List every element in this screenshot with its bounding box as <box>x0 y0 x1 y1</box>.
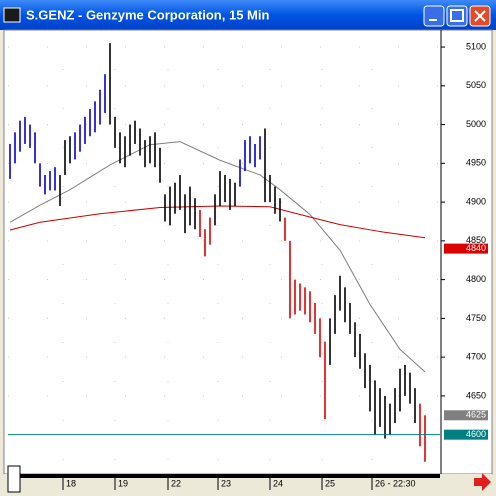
minimize-button[interactable] <box>423 5 445 27</box>
y-tick-label: 4650 <box>466 390 486 400</box>
marker-label: 4625 <box>466 410 486 420</box>
x-tick-label: 22 <box>171 478 181 488</box>
app-icon <box>3 7 21 23</box>
chart-body <box>3 29 493 475</box>
title-bar <box>0 0 496 30</box>
y-tick-label: 4700 <box>466 352 486 362</box>
marker-box <box>444 410 488 421</box>
y-tick-label: 5050 <box>466 80 486 90</box>
y-tick-label: 5100 <box>466 41 486 51</box>
x-tick-label: 26 - 22:30 <box>375 478 416 488</box>
y-tick-label: 4850 <box>466 235 486 245</box>
marker-box <box>444 429 488 440</box>
x-tick-label: 18 <box>66 478 76 488</box>
maximize-icon <box>450 9 464 22</box>
marker-label: 4840 <box>466 243 486 253</box>
scroll-right-arrow[interactable] <box>474 473 491 491</box>
scroll-handle[interactable] <box>7 465 21 493</box>
y-tick-label: 4950 <box>466 158 486 168</box>
x-tick-label: 24 <box>273 478 283 488</box>
y-tick-label: 4750 <box>466 313 486 323</box>
close-icon <box>474 10 486 22</box>
x-tick-label: 19 <box>118 478 128 488</box>
y-tick-label: 5000 <box>466 119 486 129</box>
date-bar <box>8 474 440 478</box>
date-strip <box>4 474 492 492</box>
x-tick-label: 23 <box>221 478 231 488</box>
marker-label: 4600 <box>466 429 486 439</box>
moving-average <box>9 205 426 239</box>
y-tick-label: 4900 <box>466 196 486 206</box>
y-tick-label: 4800 <box>466 274 486 284</box>
marker-box <box>444 243 488 254</box>
x-tick-label: 25 <box>325 478 335 488</box>
window-title: S.GENZ - Genzyme Corporation, 15 Min <box>26 7 269 22</box>
